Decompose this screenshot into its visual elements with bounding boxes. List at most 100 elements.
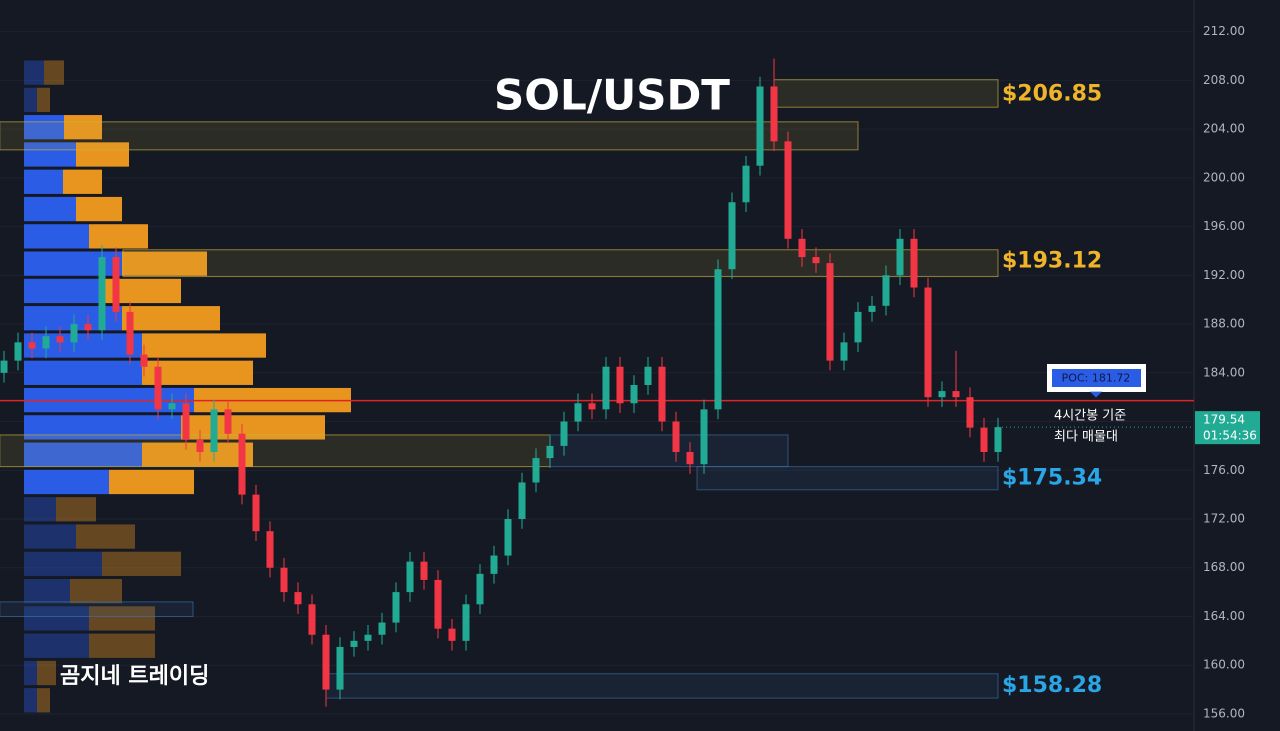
profile-up-bar [24, 551, 102, 576]
candle-body [14, 342, 22, 361]
candle-body [168, 403, 176, 410]
candle-body [518, 482, 526, 520]
y-tick-label: 192.00 [1203, 268, 1245, 282]
profile-down-bar [70, 578, 122, 604]
candle-body [322, 634, 330, 690]
candle-body [560, 421, 568, 446]
profile-down-bar [89, 606, 155, 631]
candle-body [378, 622, 386, 635]
profile-up-bar [24, 606, 89, 631]
candle-body [714, 269, 722, 410]
candle-body [42, 336, 50, 349]
y-tick-label: 164.00 [1203, 609, 1245, 623]
countdown: 01:54:36 [1203, 429, 1257, 443]
candle-body [210, 409, 218, 453]
zone [696, 466, 999, 491]
y-tick-label: 204.00 [1203, 122, 1245, 136]
candle-body [238, 433, 246, 495]
candle-body [364, 634, 372, 641]
y-tick-label: 176.00 [1203, 463, 1245, 477]
candle-body [966, 397, 974, 428]
profile-down-bar [76, 142, 129, 167]
profile-up-bar [24, 224, 89, 249]
candle-body [266, 531, 274, 568]
candle-body [630, 384, 638, 404]
last-price: 179.54 [1203, 413, 1245, 427]
y-tick-label: 188.00 [1203, 317, 1245, 331]
y-tick-label: 172.00 [1203, 512, 1245, 526]
candle-body [126, 311, 134, 355]
candle-body [112, 257, 120, 312]
candle-body [924, 287, 932, 398]
candle-body [980, 427, 988, 453]
candle-body [84, 324, 92, 331]
profile-up-bar [24, 278, 102, 304]
profile-down-bar [122, 306, 220, 331]
candle-body [644, 366, 652, 385]
candle-body [756, 86, 764, 166]
profile-up-bar [24, 442, 142, 467]
candle-body [994, 427, 1002, 453]
zone [773, 79, 999, 108]
candle-body [602, 366, 610, 410]
candle-body [728, 202, 736, 270]
profile-down-bar [37, 660, 56, 686]
candle-body [546, 445, 554, 459]
profile-up-bar [24, 469, 109, 495]
candle-body [700, 409, 708, 465]
profile-down-bar [64, 115, 102, 140]
candle-body [154, 366, 162, 410]
candle-body [490, 555, 498, 574]
candle-body [784, 141, 792, 239]
candle-body [280, 567, 288, 593]
profile-down-bar [44, 60, 64, 85]
chart-title: SOL/USDT [494, 71, 730, 120]
profile-up-bar [24, 115, 64, 140]
profile-down-bar [109, 469, 194, 495]
poc-inner [1052, 369, 1141, 387]
candle-body [658, 366, 666, 422]
candle-body [434, 579, 442, 629]
profile-down-bar [63, 169, 102, 194]
profile-up-bar [24, 60, 44, 85]
zone [0, 121, 859, 151]
candle-body [350, 640, 358, 647]
y-tick-label: 156.00 [1203, 706, 1245, 720]
level-label: $175.34 [1002, 465, 1102, 490]
last-price-tag [1195, 411, 1260, 445]
profile-down-bar [142, 333, 266, 358]
candle-body [882, 275, 890, 306]
candle-body [826, 263, 834, 361]
candle-body [308, 604, 316, 635]
candle-body [98, 257, 106, 331]
profile-up-bar [24, 415, 181, 440]
level-label: $158.28 [1002, 673, 1102, 698]
profile-up-bar [24, 142, 76, 167]
candle-body [70, 324, 78, 343]
zone [0, 434, 551, 468]
profile-up-bar [24, 688, 37, 713]
profile-down-bar [37, 87, 50, 113]
candle-body [896, 238, 904, 276]
candle-body [504, 519, 512, 556]
candle-body [854, 311, 862, 343]
candle-body [798, 238, 806, 258]
candle-body [448, 628, 456, 641]
candle-body [252, 494, 260, 532]
profile-down-bar [181, 415, 325, 440]
annotation: 4시간봉 기준 [1054, 409, 1126, 424]
profile-down-bar [56, 497, 96, 522]
candle-body [616, 366, 624, 404]
y-tick-label: 200.00 [1203, 170, 1245, 184]
candle-body [196, 439, 204, 453]
candle-body [56, 336, 64, 343]
candle-body [532, 458, 540, 483]
profile-up-bar [24, 524, 76, 549]
profile-up-bar [24, 360, 142, 385]
zone [0, 601, 194, 617]
profile-down-bar [89, 224, 148, 249]
candle-body [0, 360, 8, 373]
profile-up-bar [24, 251, 122, 276]
